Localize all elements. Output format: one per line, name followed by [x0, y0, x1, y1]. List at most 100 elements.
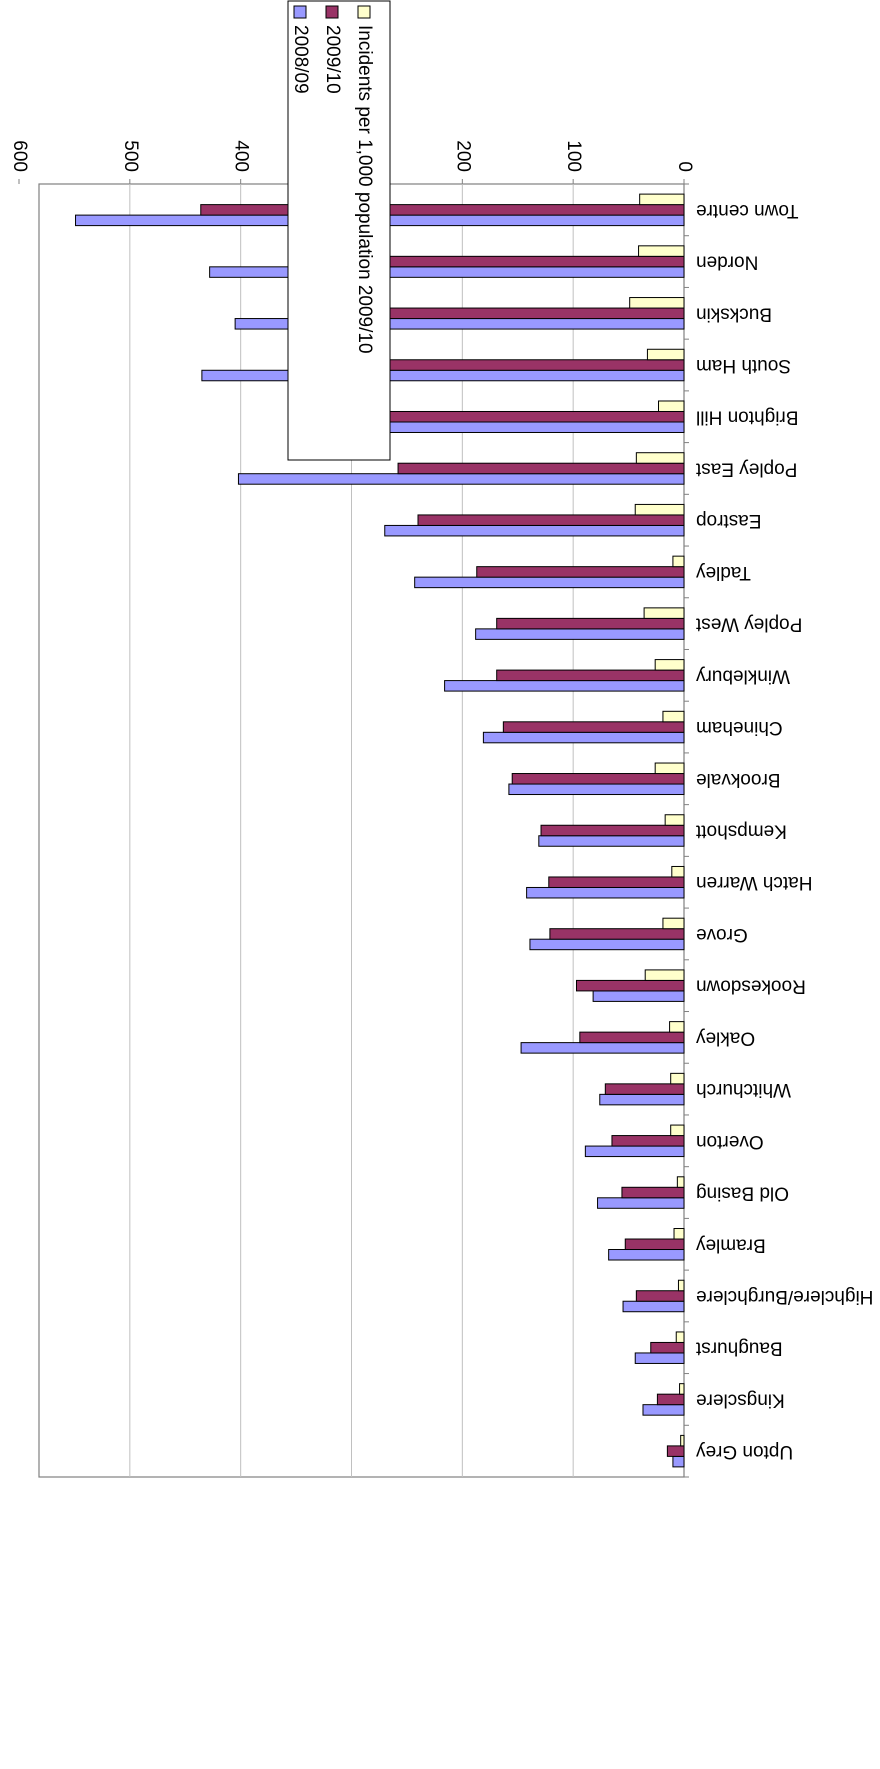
bar	[635, 452, 685, 464]
bar	[634, 1352, 685, 1364]
category-label: Whitchurch	[696, 1079, 791, 1100]
x-tick-label: 400	[231, 140, 252, 172]
bar	[482, 731, 685, 744]
bar	[677, 1279, 685, 1292]
bar	[209, 266, 685, 278]
bar	[642, 1404, 685, 1416]
bar	[511, 773, 685, 785]
category-label: South Ham	[696, 355, 791, 376]
bar	[608, 1249, 685, 1261]
bar	[540, 824, 685, 837]
bar	[654, 659, 685, 671]
bar	[658, 400, 685, 412]
bar	[639, 193, 685, 206]
category-label: Bramley	[696, 1234, 766, 1255]
bar	[496, 669, 685, 682]
legend-swatch	[325, 5, 339, 19]
bar	[384, 524, 685, 537]
legend-swatch	[293, 5, 307, 19]
bar	[397, 462, 685, 475]
bar	[666, 1445, 685, 1457]
bar	[679, 1383, 685, 1395]
bar	[496, 617, 685, 630]
legend-label: Incidents per 1,000 population 2009/10	[354, 25, 375, 354]
bar	[599, 1093, 685, 1106]
bar	[444, 680, 685, 692]
bar	[508, 783, 685, 796]
category-label: Rookesdown	[696, 976, 806, 997]
bar	[675, 1331, 685, 1343]
bar	[549, 928, 685, 940]
category-label: Winklebury	[696, 665, 790, 686]
bar	[629, 297, 685, 309]
category-label: Chineham	[696, 717, 783, 738]
legend-label: 2009/10	[322, 25, 343, 94]
bar	[584, 1145, 685, 1158]
bar	[644, 969, 685, 981]
bar	[662, 710, 685, 723]
category-label: Eastrop	[696, 510, 761, 531]
bar	[604, 1083, 685, 1095]
x-tick-label: 500	[120, 140, 141, 172]
category-label: Upton Grey	[696, 1441, 794, 1462]
category-label: Old Basing	[696, 1183, 789, 1204]
bar	[671, 865, 685, 878]
category-label: Popley East	[695, 458, 797, 479]
bar	[611, 1135, 685, 1147]
category-label: Kingsclere	[696, 1389, 785, 1410]
bar	[621, 1186, 685, 1199]
bar	[669, 1021, 685, 1033]
bar	[200, 204, 685, 216]
category-label: Brighton Hill	[696, 407, 798, 428]
bar	[538, 835, 685, 847]
x-tick-label: 600	[9, 140, 30, 172]
bar	[638, 245, 685, 257]
x-tick-label: 0	[674, 161, 695, 172]
legend-swatch	[357, 5, 371, 19]
bar	[672, 1455, 685, 1468]
bar	[650, 1341, 685, 1354]
legend: 2008/09 2009/10 Incidents per 1,000 popula…	[287, 0, 391, 461]
bar	[201, 369, 685, 382]
bar	[476, 566, 685, 578]
category-labels: Town centre Norden Buckskin South Ham Bright…	[695, 200, 873, 1462]
bar	[670, 1072, 685, 1085]
bar	[475, 628, 685, 640]
bar	[680, 1434, 685, 1447]
category-label: Grove	[696, 924, 748, 945]
bar	[548, 876, 685, 888]
category-label: Norden	[696, 252, 758, 273]
bar	[634, 503, 685, 516]
legend-box	[287, 0, 391, 461]
bar	[646, 348, 685, 361]
category-label: Buckskin	[696, 303, 772, 324]
bar	[352, 359, 685, 371]
bar	[592, 990, 685, 1002]
bar	[526, 886, 685, 899]
category-label: Kempshott	[695, 820, 787, 841]
category-label: Town centre	[696, 200, 798, 221]
bar	[622, 1300, 685, 1313]
bar	[529, 938, 685, 951]
category-label: Overton	[696, 1131, 764, 1152]
category-label: Baughurst	[695, 1338, 782, 1359]
category-label: Tadley	[696, 562, 751, 583]
bar	[672, 555, 685, 568]
bar	[673, 1228, 685, 1240]
bar	[654, 762, 685, 775]
bar	[597, 1197, 685, 1209]
gridlines	[129, 183, 689, 1478]
bar	[237, 473, 685, 485]
bar	[662, 917, 685, 930]
bar	[520, 1042, 685, 1054]
category-label: Hatch Warren	[696, 872, 813, 893]
bar	[575, 979, 685, 992]
bar	[414, 576, 685, 589]
category-label: Brookvale	[696, 769, 781, 790]
bar	[624, 1238, 685, 1251]
x-tick-label: 100	[563, 140, 584, 172]
category-label: Highclere/Burghclere	[696, 1286, 873, 1307]
bar	[635, 1290, 685, 1302]
legend-label: 2008/09	[290, 25, 311, 94]
